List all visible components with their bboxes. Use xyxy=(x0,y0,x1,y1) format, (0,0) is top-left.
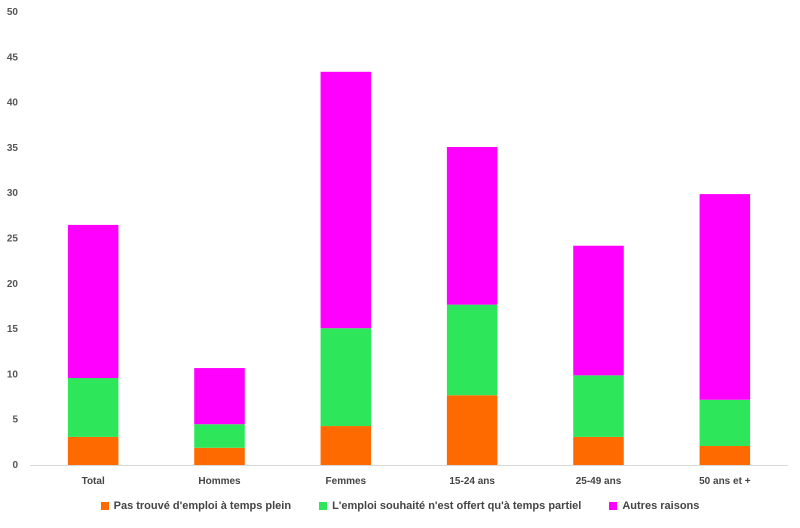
bar-segment-2 xyxy=(194,424,245,448)
bar-segment-1 xyxy=(320,426,372,465)
legend-item: L'emploi souhaité n'est offert qu'à temp… xyxy=(319,500,581,512)
bar-segment-1 xyxy=(573,436,624,465)
legend-label: Pas trouvé d'emploi à temps plein xyxy=(113,500,292,512)
x-tick-label: 15-24 ans xyxy=(449,476,495,487)
bar-segment-3 xyxy=(699,194,751,400)
legend-swatch xyxy=(609,502,618,510)
y-axis: 0 5 10 15 20 25 30 35 40 45 50 xyxy=(7,7,19,471)
y-tick-label: 25 xyxy=(7,234,19,245)
y-tick-label: 5 xyxy=(12,415,18,426)
bar-segment-3 xyxy=(67,224,119,379)
y-tick-label: 40 xyxy=(7,98,19,109)
legend-item: Autres raisons xyxy=(609,500,699,512)
legend-item: Pas trouvé d'emploi à temps plein xyxy=(100,500,292,512)
bar-segment-3 xyxy=(446,146,498,305)
legend: Pas trouvé d'emploi à temps plein L'emplo… xyxy=(0,496,800,516)
bar-segment-1 xyxy=(67,436,119,465)
bar-segment-1 xyxy=(194,447,245,465)
y-tick-label: 0 xyxy=(12,460,18,471)
x-tick-label: Total xyxy=(82,476,105,487)
legend-swatch xyxy=(319,502,328,510)
x-tick-label: Femmes xyxy=(326,476,367,487)
y-tick-label: 20 xyxy=(7,279,19,290)
y-tick-label: 45 xyxy=(7,52,19,63)
bar-segment-2 xyxy=(320,328,372,427)
legend-label: L'emploi souhaité n'est offert qu'à temp… xyxy=(332,500,582,512)
bar-segment-3 xyxy=(194,368,245,425)
x-tick-label: Hommes xyxy=(198,476,241,487)
x-tick-label: 50 ans et + xyxy=(699,476,751,487)
bar-segment-3 xyxy=(320,71,372,329)
x-axis: Total Hommes Femmes 15-24 ans 25-49 ans 50 an… xyxy=(82,476,751,487)
legend-label: Autres raisons xyxy=(622,500,700,512)
y-tick-label: 10 xyxy=(7,369,19,380)
legend-swatch xyxy=(100,502,109,510)
bar-segment-2 xyxy=(699,399,751,446)
bar-segment-2 xyxy=(67,378,119,437)
bar-segment-3 xyxy=(573,245,624,376)
y-tick-label: 50 xyxy=(7,7,19,18)
x-tick-label: 25-49 ans xyxy=(576,476,622,487)
bar-segment-1 xyxy=(446,395,498,465)
bar-segment-2 xyxy=(573,375,624,437)
y-tick-label: 30 xyxy=(7,188,19,199)
bar-segment-1 xyxy=(699,445,751,465)
y-tick-label: 35 xyxy=(7,143,19,154)
y-tick-label: 15 xyxy=(7,324,19,335)
bars xyxy=(67,71,751,465)
bar-segment-2 xyxy=(446,304,498,396)
